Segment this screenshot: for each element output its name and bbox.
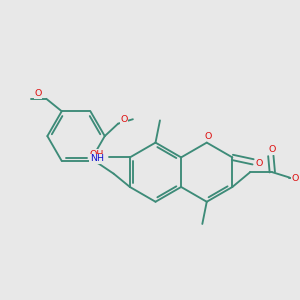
Text: O: O	[292, 174, 299, 183]
Text: O: O	[205, 132, 212, 141]
Text: O: O	[34, 89, 42, 98]
Text: NH: NH	[90, 154, 104, 164]
Text: O: O	[120, 115, 128, 124]
Text: O: O	[268, 145, 276, 154]
Text: O: O	[255, 159, 263, 168]
Text: OH: OH	[90, 150, 104, 159]
